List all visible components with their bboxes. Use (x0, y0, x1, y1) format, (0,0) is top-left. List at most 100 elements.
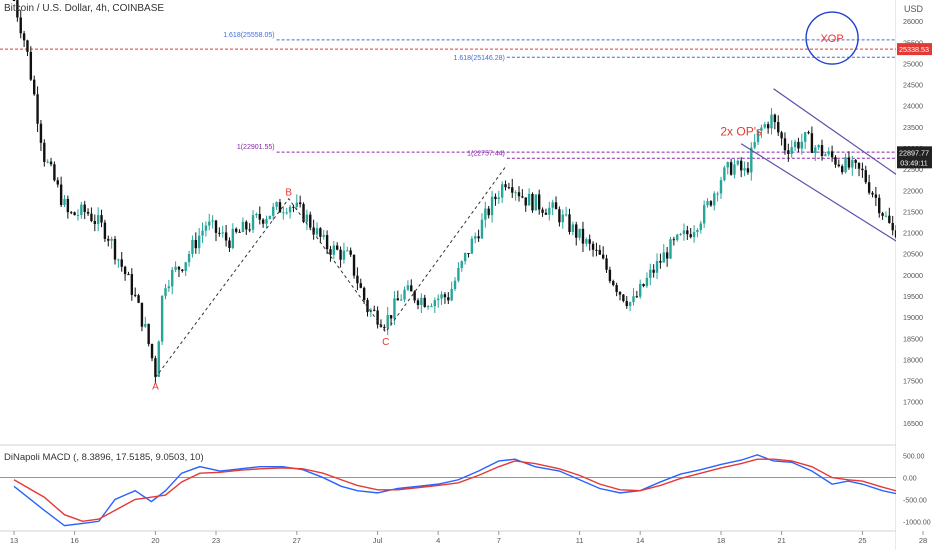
level-right-label: 1(22757.44) (467, 150, 505, 157)
candle-body (325, 235, 329, 250)
candle-body (719, 180, 723, 194)
x-tick-label: 16 (70, 536, 78, 545)
candle-body (740, 160, 743, 171)
candle-body (507, 187, 511, 189)
annotation-c: C (382, 337, 389, 348)
candle-body (238, 231, 241, 233)
candle-body (140, 302, 144, 327)
candle-body (575, 224, 578, 238)
candle-body (16, 0, 19, 18)
candle-body (844, 157, 847, 173)
annotation-a: A (152, 382, 159, 393)
candle-body (881, 213, 884, 216)
price-axis-bg (896, 0, 932, 550)
y-tick-label: 19000 (903, 313, 923, 322)
candle-body (22, 33, 26, 41)
candle-body (699, 223, 702, 230)
y-tick-label: 16500 (903, 419, 923, 428)
y-tick-label: 21000 (903, 229, 923, 238)
candle-body (430, 306, 433, 308)
candle-body (315, 228, 319, 235)
candle-body (635, 296, 639, 298)
candle-body (194, 239, 197, 249)
candle-body (891, 222, 894, 231)
candle-body (639, 284, 642, 297)
candle-body (420, 297, 423, 306)
candle-body (601, 254, 605, 259)
red-price-badge-bg (897, 43, 932, 56)
candle-body (763, 124, 766, 128)
candle-body (80, 204, 83, 216)
candle-body (309, 214, 312, 228)
candle-body (878, 197, 881, 214)
candle-body (615, 285, 618, 293)
candle-body (70, 212, 73, 214)
candle-body (164, 288, 167, 296)
candle-body (386, 315, 389, 328)
candle-body (588, 239, 591, 244)
y-tick-label: 22500 (903, 165, 923, 174)
x-tick-label: 23 (212, 536, 220, 545)
candle-body (93, 221, 96, 224)
candle-body (201, 230, 204, 236)
candle-body (29, 51, 33, 80)
candle-body (669, 239, 672, 259)
fib-lower-label: 1.618(25146.28) (453, 55, 504, 62)
candle-body (851, 159, 854, 168)
candle-body (548, 207, 551, 215)
candle-body (443, 294, 447, 298)
y-tick-label: 19500 (903, 292, 923, 301)
candle-body (702, 205, 706, 224)
candle-body (339, 249, 342, 260)
chart-title: Bitcoin / U.S. Dollar, 4h, COINBASE (4, 3, 165, 14)
currency-label: USD (904, 4, 924, 14)
candle-body (618, 292, 622, 295)
y-tick-label: 17500 (903, 377, 923, 386)
annotation-b: B (285, 188, 292, 199)
candle-body (726, 162, 729, 168)
candle-body (447, 297, 450, 301)
candle-body (336, 245, 339, 250)
candle-body (197, 235, 201, 249)
y-tick-label: 18500 (903, 334, 923, 343)
candle-body (500, 184, 504, 198)
candle-body (497, 197, 500, 200)
candle-body (820, 145, 824, 156)
candle-body (773, 114, 777, 123)
x-tick-label: 28 (919, 536, 927, 545)
candle-body (645, 277, 649, 287)
x-tick-label: 21 (777, 536, 785, 545)
candle-body (123, 266, 127, 275)
y-tick-label: 21500 (903, 207, 923, 216)
candle-body (713, 193, 716, 206)
candle-body (450, 289, 453, 301)
candle-body (477, 236, 480, 239)
candle-body (433, 300, 437, 307)
channel-lower-line (740, 143, 904, 246)
candle-body (867, 182, 871, 193)
candle-body (834, 157, 837, 165)
candle-body (551, 202, 554, 208)
candle-body (524, 197, 527, 206)
candle-body (841, 166, 844, 173)
macd-tick-label: -1000.00 (903, 519, 931, 526)
y-tick-label: 22000 (903, 186, 923, 195)
candle-body (783, 138, 787, 151)
y-tick-label: 24500 (903, 81, 923, 90)
y-tick-label: 20500 (903, 250, 923, 259)
candle-body (649, 269, 652, 278)
x-tick-label: 11 (576, 536, 584, 545)
candle-body (298, 202, 302, 205)
candle-body (110, 238, 113, 241)
candle-body (679, 234, 682, 236)
candle-body (261, 219, 265, 224)
candle-body (403, 289, 406, 300)
candle-body (295, 202, 298, 207)
candle-body (214, 220, 218, 233)
countdown-badge-bg (897, 156, 932, 169)
xop-circle (805, 11, 859, 65)
candle-body (803, 132, 807, 142)
x-tick-label: 27 (293, 536, 301, 545)
candle-body (612, 281, 615, 286)
